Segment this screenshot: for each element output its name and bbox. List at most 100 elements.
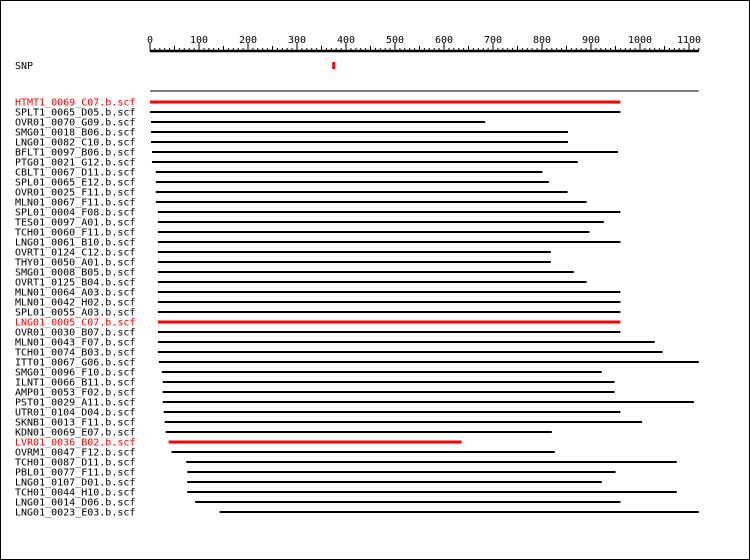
read-row[interactable]: SPLT1_0065_D05.b.scf [15, 108, 621, 119]
read-name[interactable]: MLN01_0042_H02.b.scf [15, 298, 135, 309]
ruler-tick-label: 300 [288, 35, 306, 46]
read-name[interactable]: LNG01_0023_E03.b.scf [15, 508, 135, 519]
read-row[interactable]: SPL01_0055_A03.b.scf [15, 308, 621, 319]
read-name[interactable]: SMG01_0008_B05.b.scf [15, 268, 135, 279]
read-name[interactable]: TES01_0097_A01.b.scf [15, 218, 135, 229]
read-row[interactable]: OVR01_0070_G09.b.scf [15, 118, 486, 129]
read-row[interactable]: CBLT1_0067_D11.b.scf [15, 168, 543, 179]
read-name[interactable]: OVR01_0025_F11.b.scf [15, 188, 135, 199]
snp-track: SNP [15, 61, 336, 72]
position-ruler: 0 100 200 300 400 500 600 700 800 900 1000 1100 [147, 35, 701, 53]
read-name[interactable]: PTG01_0021_G12.b.scf [15, 158, 135, 169]
read-name[interactable]: SPL01_0065_E12.b.scf [15, 178, 135, 189]
ruler-tick-label: 1100 [677, 35, 701, 46]
ruler-tick-label: 600 [435, 35, 453, 46]
read-name[interactable]: SPLT1_0065_D05.b.scf [15, 108, 135, 119]
read-row[interactable]: KDN01_0069_E07.b.scf [15, 428, 552, 439]
read-row[interactable]: ITT01_0067_G06.b.scf [15, 358, 699, 369]
snp-label: SNP [15, 61, 33, 72]
read-row[interactable]: AMP01_0053_F02.b.scf [15, 388, 615, 399]
read-row[interactable]: OVR01_0030_B07.b.scf [15, 328, 621, 339]
read-name[interactable]: UTR01_0104_D04.b.scf [15, 408, 135, 419]
read-name[interactable]: BFLT1_0097_B06.b.scf [15, 148, 135, 159]
read-name[interactable]: HTMT1_0069_C07.b.scf [15, 98, 135, 109]
read-row[interactable]: MLN01_0043_F07.b.scf [15, 338, 655, 349]
read-name[interactable]: LNG01_0014_D06.b.scf [15, 498, 135, 509]
read-row[interactable]: TCH01_0087_D11.b.scf [15, 458, 677, 469]
read-name[interactable]: TCH01_0044_H10.b.scf [15, 488, 135, 499]
read-row[interactable]: TCH01_0060_F11.b.scf [15, 228, 590, 239]
read-row[interactable]: SMG01_0018_B06.b.scf [15, 128, 568, 139]
read-row[interactable]: BFLT1_0097_B06.b.scf [15, 148, 618, 159]
read-row[interactable]: OVRT1_0124_C12.b.scf [15, 248, 551, 259]
read-row[interactable]: OVR01_0025_F11.b.scf [15, 188, 568, 199]
read-row[interactable]: LNG01_0014_D06.b.scf [15, 498, 621, 509]
read-row[interactable]: SPL01_0065_E12.b.scf [15, 178, 549, 189]
read-list: HTMT1_0069_C07.b.scfSPLT1_0065_D05.b.scf… [15, 98, 699, 519]
read-row[interactable]: LNG01_0005_C07.b.scf [15, 318, 621, 329]
snp-marker[interactable] [332, 62, 336, 69]
read-row[interactable]: SPL01_0004_F08.b.scf [15, 208, 621, 219]
read-name[interactable]: THY01_0050_A01.b.scf [15, 258, 135, 269]
read-row[interactable]: ILNT1_0066_B11.b.scf [15, 378, 615, 389]
read-row[interactable]: PBL01_0077_F11.b.scf [15, 468, 616, 479]
read-name[interactable]: SMG01_0018_B06.b.scf [15, 128, 135, 139]
read-row[interactable]: TES01_0097_A01.b.scf [15, 218, 604, 229]
read-row[interactable]: TCH01_0044_H10.b.scf [15, 488, 677, 499]
read-row[interactable]: THY01_0050_A01.b.scf [15, 258, 551, 269]
read-name[interactable]: OVRT1_0124_C12.b.scf [15, 248, 135, 259]
read-name[interactable]: AMP01_0053_F02.b.scf [15, 388, 135, 399]
ruler-tick-label: 1000 [628, 35, 652, 46]
read-name[interactable]: ITT01_0067_G06.b.scf [15, 358, 135, 369]
read-name[interactable]: OVR01_0030_B07.b.scf [15, 328, 135, 339]
read-row[interactable]: PTG01_0021_G12.b.scf [15, 158, 578, 169]
read-name[interactable]: LNG01_0005_C07.b.scf [15, 318, 135, 329]
read-name[interactable]: SMG01_0096_F10.b.scf [15, 368, 135, 379]
read-name[interactable]: PBL01_0077_F11.b.scf [15, 468, 135, 479]
read-row[interactable]: SKNB1_0013_F11.b.scf [15, 418, 642, 429]
read-row[interactable]: LVR01_0036_B02.b.scf [15, 438, 462, 449]
read-name[interactable]: PST01_0029_A11.b.scf [15, 398, 135, 409]
read-row[interactable]: LNG01_0107_D01.b.scf [15, 478, 602, 489]
read-name[interactable]: MLN01_0064_A03.b.scf [15, 288, 135, 299]
read-name[interactable]: OVRM1_0047_F12.b.scf [15, 448, 135, 459]
read-row[interactable]: SMG01_0096_F10.b.scf [15, 368, 602, 379]
read-name[interactable]: MLN01_0067_F11.b.scf [15, 198, 135, 209]
read-row[interactable]: OVRT1_0125_B04.b.scf [15, 278, 587, 289]
read-row[interactable]: UTR01_0104_D04.b.scf [15, 408, 621, 419]
read-row[interactable]: LNG01_0061_B10.b.scf [15, 238, 621, 249]
read-row[interactable]: PST01_0029_A11.b.scf [15, 398, 694, 409]
read-name[interactable]: MLN01_0043_F07.b.scf [15, 338, 135, 349]
read-row[interactable]: MLN01_0067_F11.b.scf [15, 198, 587, 209]
read-name[interactable]: CBLT1_0067_D11.b.scf [15, 168, 135, 179]
read-name[interactable]: SPL01_0004_F08.b.scf [15, 208, 135, 219]
read-name[interactable]: OVRT1_0125_B04.b.scf [15, 278, 135, 289]
read-name[interactable]: ILNT1_0066_B11.b.scf [15, 378, 135, 389]
read-row[interactable]: HTMT1_0069_C07.b.scf [15, 98, 621, 109]
read-row[interactable]: OVRM1_0047_F12.b.scf [15, 448, 555, 459]
read-name[interactable]: OVR01_0070_G09.b.scf [15, 118, 135, 129]
read-name[interactable]: LNG01_0107_D01.b.scf [15, 478, 135, 489]
read-row[interactable]: MLN01_0064_A03.b.scf [15, 288, 621, 299]
ruler-tick-label: 100 [190, 35, 208, 46]
ruler-tick-label: 800 [533, 35, 551, 46]
read-row[interactable]: TCH01_0074_B03.b.scf [15, 348, 663, 359]
read-row[interactable]: LNG01_0023_E03.b.scf [15, 508, 699, 519]
read-name[interactable]: LNG01_0061_B10.b.scf [15, 238, 135, 249]
read-name[interactable]: TCH01_0074_B03.b.scf [15, 348, 135, 359]
read-name[interactable]: SPL01_0055_A03.b.scf [15, 308, 135, 319]
read-row[interactable]: LNG01_0082_C10.b.scf [15, 138, 568, 149]
read-name[interactable]: TCH01_0060_F11.b.scf [15, 228, 135, 239]
read-name[interactable]: TCH01_0087_D11.b.scf [15, 458, 135, 469]
read-name[interactable]: SKNB1_0013_F11.b.scf [15, 418, 135, 429]
read-row[interactable]: MLN01_0042_H02.b.scf [15, 298, 621, 309]
read-name[interactable]: LNG01_0082_C10.b.scf [15, 138, 135, 149]
ruler-tick-label: 900 [582, 35, 600, 46]
ruler-tick-label: 400 [337, 35, 355, 46]
read-row[interactable]: SMG01_0008_B05.b.scf [15, 268, 574, 279]
read-name[interactable]: LVR01_0036_B02.b.scf [15, 438, 135, 449]
ruler-tick-label: 500 [386, 35, 404, 46]
read-name[interactable]: KDN01_0069_E07.b.scf [15, 428, 135, 439]
